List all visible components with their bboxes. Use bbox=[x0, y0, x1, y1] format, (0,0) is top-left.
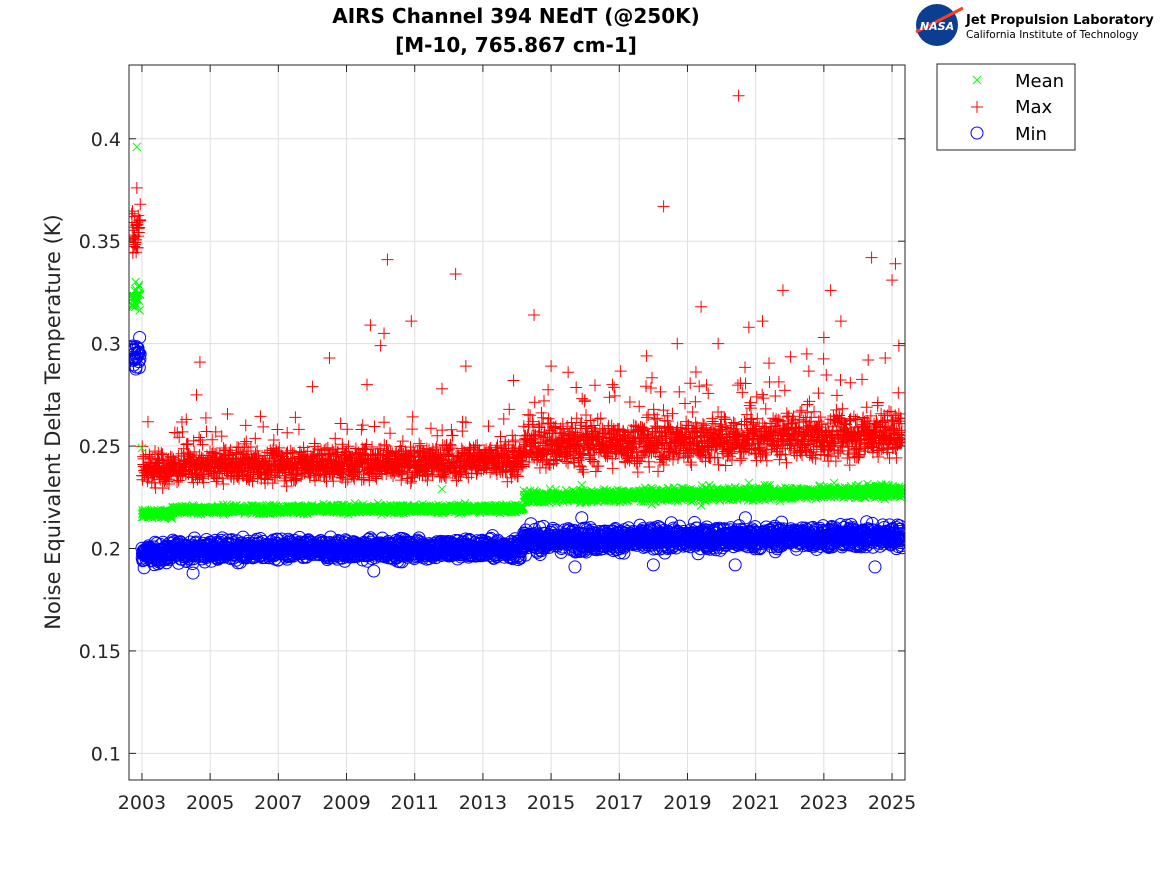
y-tick-label: 0.2 bbox=[91, 538, 121, 560]
x-tick-label: 2023 bbox=[800, 792, 848, 814]
chart-title-line2: [M-10, 765.867 cm-1] bbox=[395, 33, 637, 57]
chart-title-line1: AIRS Channel 394 NEdT (@250K) bbox=[332, 4, 700, 28]
y-tick-label: 0.35 bbox=[79, 231, 121, 253]
x-tick-label: 2017 bbox=[595, 792, 643, 814]
x-tick-label: 2005 bbox=[186, 792, 234, 814]
x-tick-label: 2007 bbox=[254, 792, 302, 814]
y-tick-label: 0.25 bbox=[79, 436, 121, 458]
y-tick-label: 0.3 bbox=[91, 334, 121, 356]
x-tick-label: 2019 bbox=[663, 792, 711, 814]
y-tick-label: 0.1 bbox=[91, 743, 121, 765]
x-tick-label: 2011 bbox=[391, 792, 439, 814]
x-tick-label: 2009 bbox=[322, 792, 370, 814]
y-tick-label: 0.4 bbox=[91, 129, 121, 151]
y-axis-label: Noise Equivalent Delta Temperature (K) bbox=[41, 214, 65, 630]
x-tick-label: 2025 bbox=[868, 792, 916, 814]
x-tick-label: 2003 bbox=[118, 792, 166, 814]
x-tick-label: 2015 bbox=[527, 792, 575, 814]
x-tick-label: 2021 bbox=[731, 792, 779, 814]
y-tick-label: 0.15 bbox=[79, 641, 121, 663]
x-tick-label: 2013 bbox=[459, 792, 507, 814]
